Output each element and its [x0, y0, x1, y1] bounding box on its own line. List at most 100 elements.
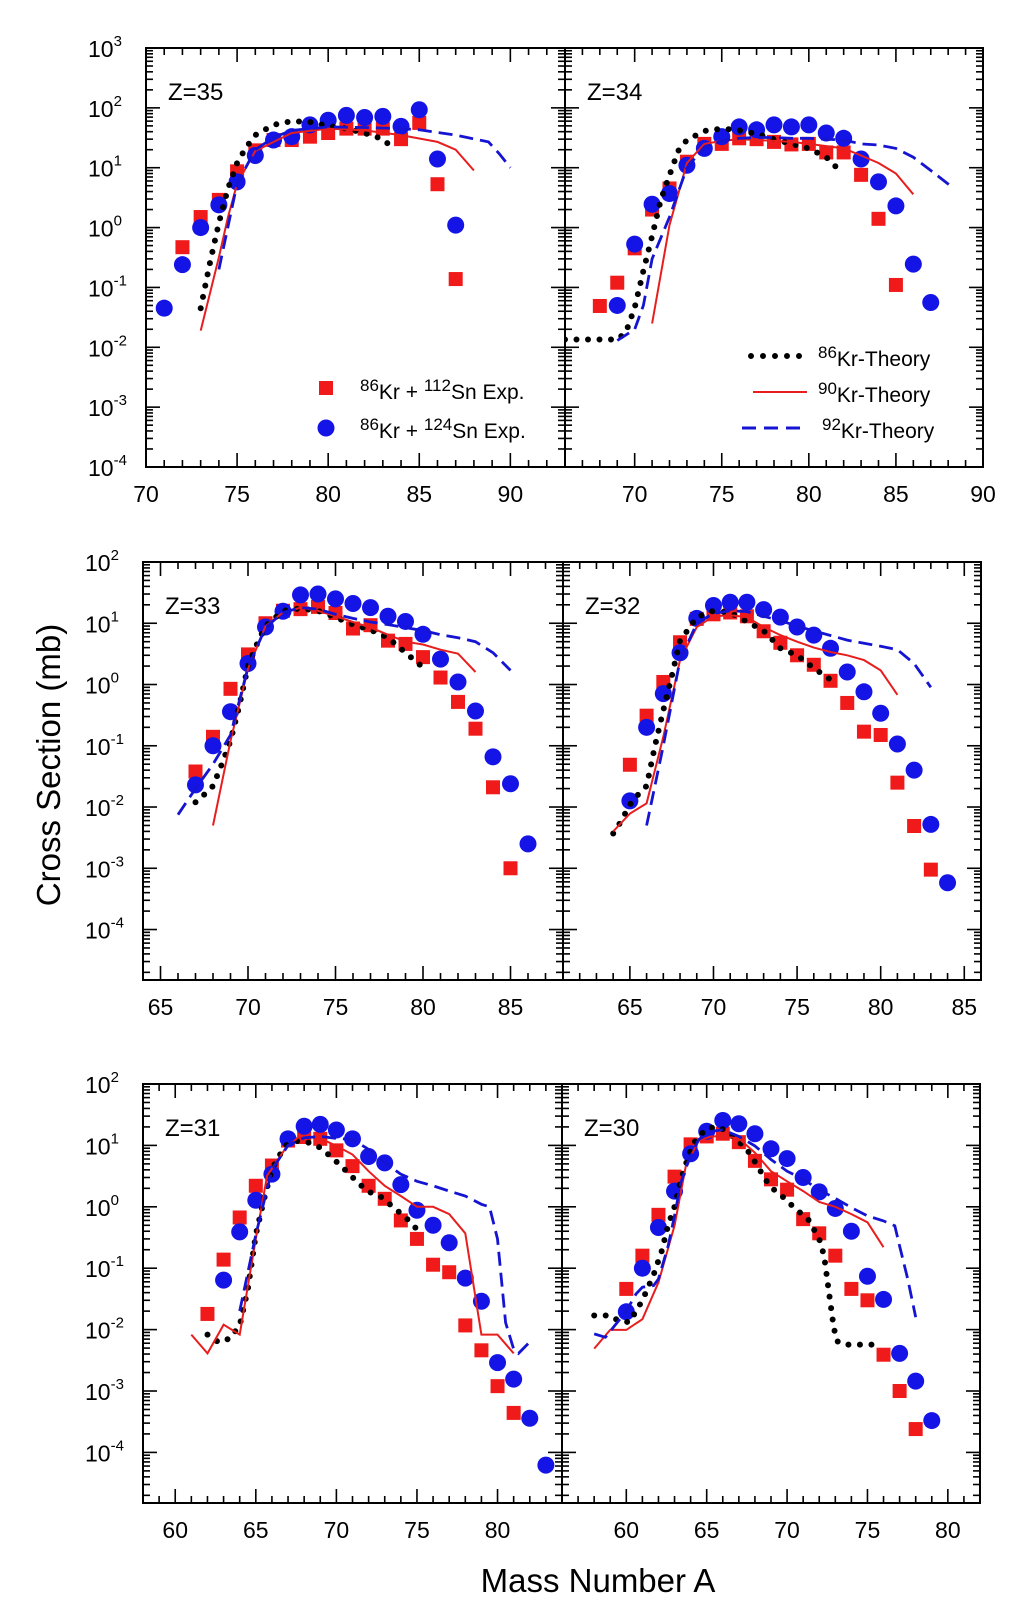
data-point-124sn	[292, 586, 309, 604]
data-point-112sn	[854, 167, 869, 182]
data-point-124sn	[192, 219, 210, 237]
data-point-124sn	[923, 1412, 941, 1430]
data-point-124sn	[626, 235, 644, 253]
panel-frame	[564, 47, 984, 468]
x-tick-label: 80	[796, 481, 822, 507]
y-tick-label: 102	[85, 547, 119, 576]
data-point-124sn	[872, 704, 890, 722]
theory-line-92kr	[176, 606, 512, 816]
data-point-124sn	[939, 874, 957, 892]
data-point-124sn	[392, 117, 410, 135]
x-tick-label: 85	[883, 481, 909, 507]
data-point-112sn	[840, 695, 855, 710]
theory-line-86kr	[591, 1123, 876, 1348]
data-point-112sn	[892, 1384, 907, 1399]
data-point-124sn	[714, 1111, 732, 1129]
data-point-124sn	[215, 1271, 233, 1289]
data-point-112sn	[651, 1207, 666, 1222]
data-point-124sn	[484, 748, 502, 766]
data-point-124sn	[875, 1290, 893, 1308]
theory-line-90kr	[612, 614, 899, 833]
data-point-112sn	[828, 1248, 843, 1263]
data-point-112sn	[409, 1231, 424, 1246]
data-point-124sn	[661, 185, 678, 203]
data-point-124sn	[428, 150, 446, 168]
series-group	[176, 585, 537, 876]
series-group	[591, 1111, 941, 1437]
x-tick-label: 75	[784, 994, 810, 1020]
data-point-124sn	[738, 593, 756, 611]
data-point-124sn	[721, 593, 739, 611]
data-point-112sn	[871, 211, 886, 226]
theory-line-90kr	[190, 1135, 515, 1356]
data-point-124sn	[810, 1183, 828, 1201]
data-point-124sn	[489, 1354, 507, 1372]
data-point-124sn	[730, 118, 748, 136]
y-tick-label: 100	[85, 1192, 119, 1221]
y-tick-label: 10-3	[88, 392, 127, 421]
data-point-124sn	[788, 618, 806, 636]
data-point-124sn	[870, 173, 887, 191]
data-point-124sn	[432, 650, 449, 668]
theory-line-92kr	[238, 1134, 531, 1356]
y-tick-label: 10-4	[85, 1437, 124, 1466]
data-point-124sn	[782, 118, 800, 136]
series-group	[190, 1115, 555, 1474]
data-point-112sn	[860, 1293, 875, 1308]
data-point-112sn	[773, 635, 788, 650]
x-tick-label: 70	[324, 1517, 350, 1543]
data-point-124sn	[187, 776, 204, 794]
data-point-112sn	[907, 818, 922, 833]
data-point-112sn	[490, 1379, 505, 1394]
panel-z30: 60 65 70 75 80 Z=30	[561, 1083, 981, 1543]
data-point-124sn	[204, 737, 222, 755]
data-point-112sn	[819, 145, 834, 160]
data-point-124sn	[231, 1223, 249, 1241]
panel-label: Z=33	[165, 593, 220, 620]
data-point-124sn	[858, 1267, 876, 1285]
data-point-124sn	[447, 216, 465, 234]
data-point-112sn	[619, 1281, 634, 1296]
legend-label-124sn: 86Kr + 124Sn Exp.	[360, 415, 526, 443]
data-point-124sn	[762, 1140, 780, 1158]
x-tick-label: 70	[235, 994, 261, 1020]
data-point-112sn	[448, 272, 463, 287]
data-point-112sn	[248, 1178, 263, 1193]
y-tick-label: 102	[85, 1069, 119, 1098]
y-tick-label: 10-1	[85, 1253, 124, 1282]
y-tick-label: 101	[88, 153, 122, 182]
data-point-112sn	[293, 602, 308, 617]
x-tick-label: 90	[498, 481, 524, 507]
legend-label-90kr: 90Kr-Theory	[818, 379, 931, 407]
x-tick-label: 60	[162, 1517, 188, 1543]
theory-line-92kr	[593, 1128, 918, 1339]
data-point-112sn	[908, 1422, 923, 1437]
data-point-124sn	[826, 1199, 844, 1217]
data-point-112sn	[200, 1306, 215, 1321]
x-tick-label: 70	[774, 1517, 800, 1543]
panels: 70 75 80 85 90 103 102 101 100 10-1 10-2 10-3 10-4 Z=…	[85, 33, 996, 1543]
data-point-112sn	[667, 1169, 682, 1184]
theory-line-90kr	[199, 127, 475, 331]
data-point-124sn	[817, 124, 835, 142]
data-point-124sn	[905, 761, 923, 779]
y-tick-label: 101	[85, 1130, 119, 1159]
y-tick-label: 103	[88, 33, 122, 62]
data-point-112sn	[856, 724, 871, 739]
data-point-124sn	[467, 702, 484, 720]
x-tick-label: 85	[498, 994, 524, 1020]
data-point-124sn	[374, 107, 392, 125]
data-point-124sn	[922, 815, 940, 833]
x-axis-title: Mass Number A	[481, 1562, 716, 1599]
data-point-124sn	[327, 1121, 345, 1139]
data-point-112sn	[426, 1257, 441, 1272]
data-point-124sn	[440, 1234, 458, 1252]
panel-label: Z=35	[168, 79, 223, 106]
x-tick-label: 65	[617, 994, 643, 1020]
y-tick-label: 10-1	[85, 731, 124, 760]
x-tick-label: 85	[951, 994, 977, 1020]
theory-line-92kr	[217, 125, 512, 270]
x-tick-label: 70	[133, 481, 159, 507]
data-point-112sn	[361, 1178, 376, 1193]
